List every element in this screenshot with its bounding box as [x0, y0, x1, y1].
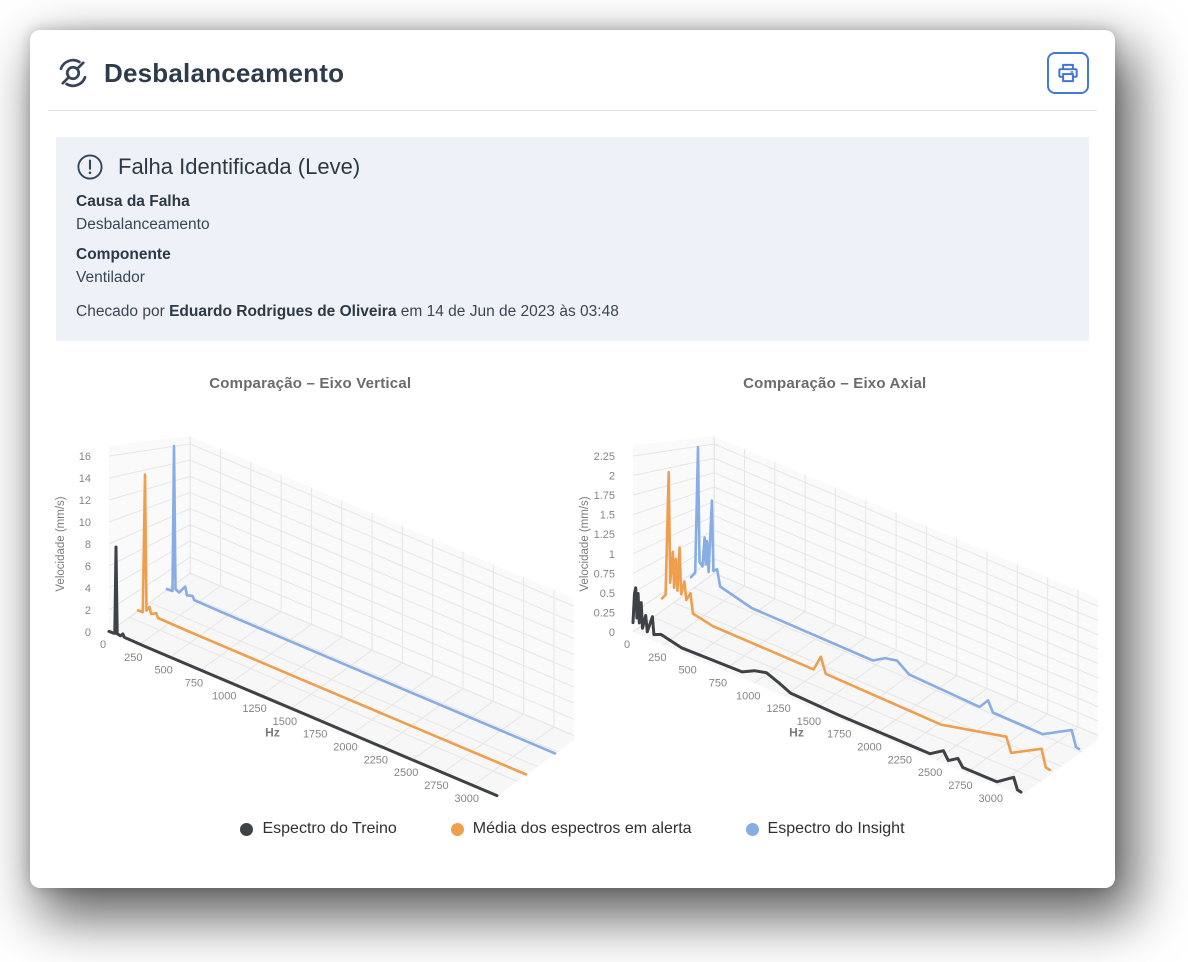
svg-text:2: 2 [85, 605, 91, 617]
alert-heading: Falha Identificada (Leve) [76, 153, 1069, 181]
field-label-componente: Componente [76, 246, 171, 263]
svg-text:1.25: 1.25 [594, 529, 615, 541]
checked-by-name: Eduardo Rodrigues de Oliveira [169, 303, 397, 320]
svg-text:0.75: 0.75 [594, 568, 615, 580]
svg-text:0.5: 0.5 [600, 588, 615, 600]
report-card: Desbalanceamento Falha Ide [30, 30, 1115, 888]
chart-legend: Espectro do Treino Média dos espectros em… [48, 820, 1097, 838]
chart-3d-vertical-axis[interactable]: 0 250 500 750 1000 1250 1500 1750 2000 2250 2500 27… [47, 392, 574, 816]
legend-label: Média dos espectros em alerta [472, 820, 692, 837]
checked-by-prefix: Checado por [76, 303, 165, 320]
svg-text:0.25: 0.25 [594, 607, 615, 619]
svg-text:10: 10 [79, 517, 91, 529]
legend-label: Espectro do Insight [767, 820, 905, 837]
svg-text:0: 0 [609, 627, 615, 639]
legend-dot [240, 822, 254, 836]
alert-title: Falha Identificada (Leve) [118, 154, 361, 179]
svg-text:2000: 2000 [333, 742, 357, 754]
legend-dot [450, 822, 464, 836]
svg-text:2250: 2250 [888, 754, 912, 766]
svg-text:250: 250 [124, 652, 142, 664]
chart-block-axial: Comparação – Eixo Axial 0 250 500 750 1000 12… [571, 363, 1099, 816]
series-line-1 [136, 473, 528, 776]
svg-text:1.5: 1.5 [600, 510, 615, 522]
svg-text:2500: 2500 [918, 767, 942, 779]
legend-dot [745, 822, 759, 836]
svg-text:500: 500 [154, 665, 172, 677]
alert-circle-icon [76, 153, 104, 181]
svg-text:2750: 2750 [948, 780, 972, 792]
svg-text:12: 12 [79, 495, 91, 507]
svg-text:8: 8 [85, 539, 91, 551]
svg-text:1: 1 [609, 549, 615, 561]
svg-text:Velocidade (mm/s): Velocidade (mm/s) [579, 496, 591, 591]
svg-text:1500: 1500 [272, 716, 296, 728]
header-left: Desbalanceamento [56, 56, 344, 90]
svg-text:2000: 2000 [858, 742, 882, 754]
page-title: Desbalanceamento [104, 57, 345, 88]
svg-text:1.75: 1.75 [594, 490, 615, 502]
legend-label: Espectro do Treino [262, 820, 397, 837]
svg-text:750: 750 [185, 677, 203, 689]
field-value-componente: Ventilador [76, 269, 145, 286]
legend-item-2[interactable]: Espectro do Insight [745, 820, 905, 838]
svg-text:1250: 1250 [767, 703, 791, 715]
svg-text:750: 750 [709, 677, 727, 689]
charts-row: Comparação – Eixo Vertical 0 250 500 750 100… [47, 363, 1099, 816]
svg-text:2500: 2500 [394, 767, 418, 779]
series-line-1 [660, 470, 1052, 772]
svg-text:1250: 1250 [242, 703, 266, 715]
svg-text:1750: 1750 [827, 729, 851, 741]
svg-text:16: 16 [79, 451, 91, 463]
chart-block-vertical: Comparação – Eixo Vertical 0 250 500 750 100… [47, 363, 574, 816]
svg-text:14: 14 [79, 473, 91, 485]
series-line-2 [165, 444, 557, 755]
series-line-0 [631, 586, 1023, 794]
legend-item-0[interactable]: Espectro do Treino [240, 820, 397, 838]
chart-title-vertical: Comparação – Eixo Vertical [209, 375, 412, 392]
checked-by-line: Checado por Eduardo Rodrigues de Oliveir… [76, 303, 1069, 321]
series-line-0 [107, 545, 499, 798]
svg-text:Hz: Hz [789, 725, 804, 739]
svg-text:250: 250 [648, 652, 666, 664]
svg-text:2750: 2750 [424, 780, 448, 792]
chart-title-axial: Comparação – Eixo Axial [743, 375, 927, 392]
svg-text:Hz: Hz [265, 725, 280, 739]
svg-text:4: 4 [85, 583, 91, 595]
svg-text:1750: 1750 [303, 729, 327, 741]
svg-text:3000: 3000 [979, 793, 1003, 805]
svg-text:2: 2 [609, 471, 615, 483]
legend-item-1[interactable]: Média dos espectros em alerta [450, 820, 692, 838]
svg-text:0: 0 [85, 627, 91, 639]
field-value-causa: Desbalanceamento [76, 216, 210, 233]
svg-text:2250: 2250 [363, 754, 387, 766]
svg-text:1500: 1500 [797, 716, 821, 728]
unbalance-icon [56, 56, 90, 90]
print-button[interactable] [1047, 52, 1089, 94]
svg-text:500: 500 [679, 665, 697, 677]
svg-text:1000: 1000 [212, 690, 236, 702]
svg-text:1000: 1000 [736, 690, 760, 702]
svg-text:2.25: 2.25 [594, 451, 615, 463]
svg-text:6: 6 [85, 561, 91, 573]
card-header: Desbalanceamento [48, 50, 1097, 111]
series-line-2 [689, 445, 1081, 751]
svg-text:3000: 3000 [454, 793, 478, 805]
chart-3d-axial-axis[interactable]: 0 250 500 750 1000 1250 1500 1750 2000 2250 2500 27… [571, 392, 1099, 816]
svg-text:Velocidade (mm/s): Velocidade (mm/s) [55, 496, 67, 591]
svg-text:0: 0 [100, 639, 106, 651]
fault-alert-panel: Falha Identificada (Leve) Causa da Falha… [56, 137, 1089, 341]
printer-icon [1055, 60, 1081, 86]
svg-text:0: 0 [624, 639, 630, 651]
checked-by-suffix: em 14 de Jun de 2023 às 03:48 [400, 303, 619, 320]
field-label-causa: Causa da Falha [76, 193, 190, 210]
